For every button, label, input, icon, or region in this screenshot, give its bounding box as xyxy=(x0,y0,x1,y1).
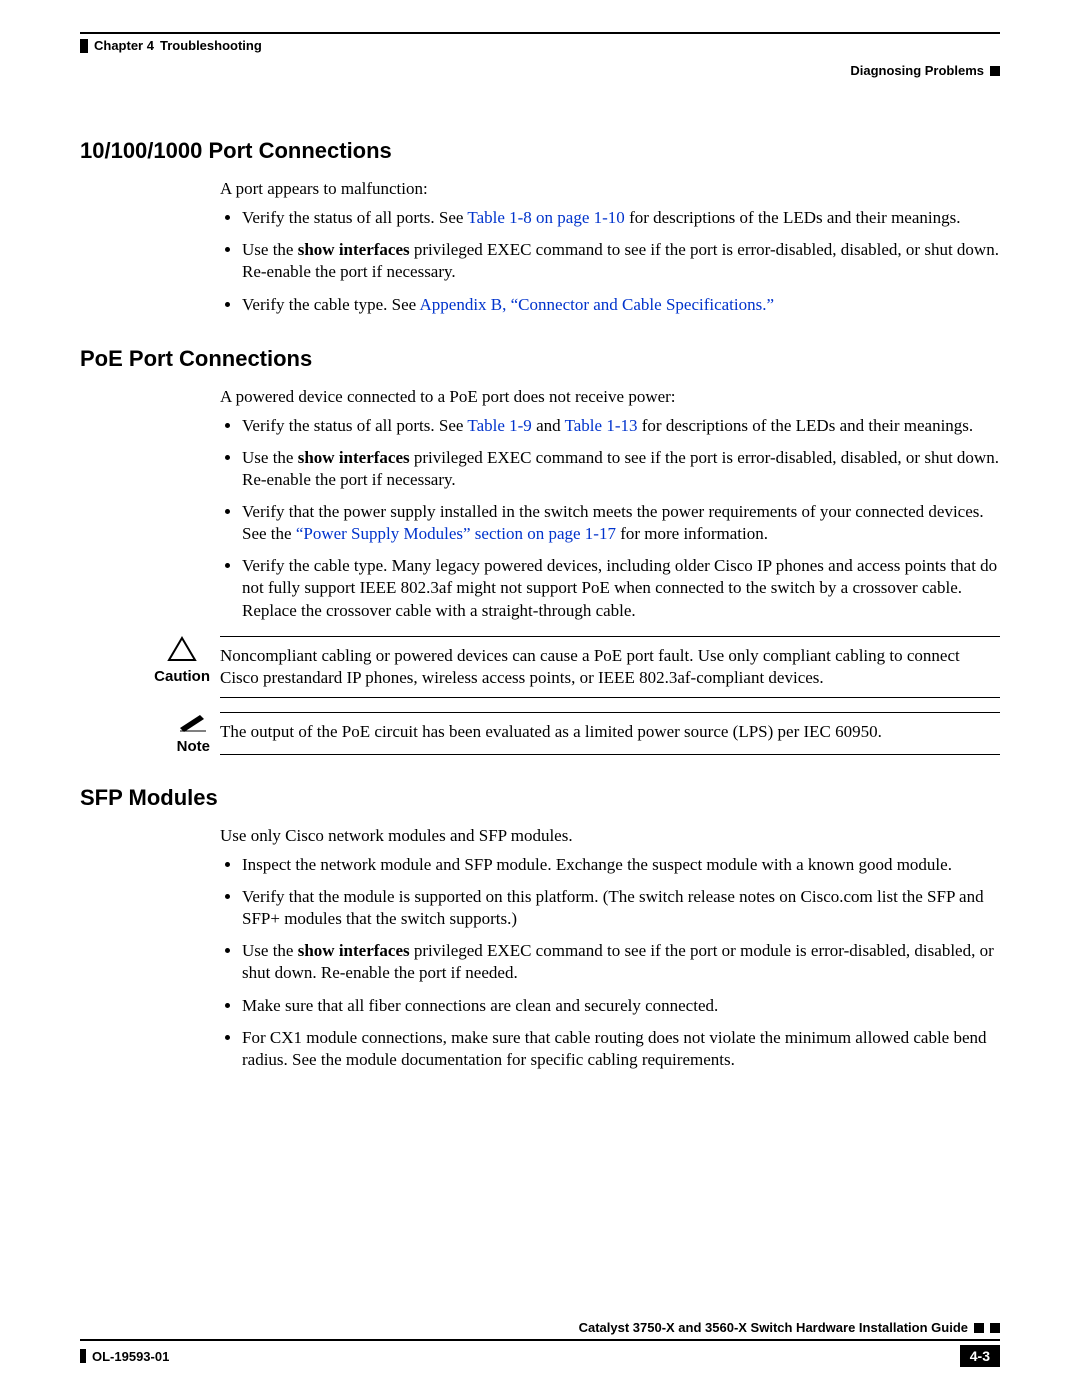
caution-callout: Caution Noncompliant cabling or powered … xyxy=(80,636,1000,698)
list-item: Verify the cable type. See Appendix B, “… xyxy=(242,294,1000,316)
page-footer: Catalyst 3750-X and 3560-X Switch Hardwa… xyxy=(80,1320,1000,1367)
caution-triangle-icon xyxy=(167,636,197,662)
caution-label-column: Caution xyxy=(80,636,220,698)
note-pencil-icon xyxy=(178,712,208,732)
footer-square-icon xyxy=(974,1323,984,1333)
caution-label: Caution xyxy=(154,668,210,685)
text: and xyxy=(532,416,565,435)
footer-square-icon xyxy=(990,1323,1000,1333)
header-left: Chapter 4 Troubleshooting xyxy=(80,38,262,53)
header-marker-icon xyxy=(80,39,88,53)
heading-poe-connections: PoE Port Connections xyxy=(80,346,1000,372)
note-label: Note xyxy=(177,738,210,755)
section-crumb: Diagnosing Problems xyxy=(850,63,984,78)
cross-ref-link[interactable]: Table 1-8 on page 1-10 xyxy=(467,208,624,227)
header-right: Diagnosing Problems xyxy=(80,63,1000,78)
guide-title: Catalyst 3750-X and 3560-X Switch Hardwa… xyxy=(579,1320,968,1335)
text: for more information. xyxy=(616,524,768,543)
page-header: Chapter 4 Troubleshooting xyxy=(80,32,1000,53)
s3-list: Inspect the network module and SFP modul… xyxy=(220,854,1000,1071)
heading-sfp-modules: SFP Modules xyxy=(80,785,1000,811)
caution-text: Noncompliant cabling or powered devices … xyxy=(220,636,1000,698)
document-page: Chapter 4 Troubleshooting Diagnosing Pro… xyxy=(0,0,1080,1397)
s3-intro: Use only Cisco network modules and SFP m… xyxy=(220,825,1000,846)
list-item: Use the show interfaces privileged EXEC … xyxy=(242,940,1000,984)
chapter-label: Chapter 4 xyxy=(94,38,154,53)
text: Verify the status of all ports. See xyxy=(242,208,467,227)
list-item: Verify the cable type. Many legacy power… xyxy=(242,555,1000,621)
command-text: show interfaces xyxy=(298,240,410,259)
chapter-title: Troubleshooting xyxy=(160,38,262,53)
heading-port-connections: 10/100/1000 Port Connections xyxy=(80,138,1000,164)
text: Use the xyxy=(242,240,298,259)
text: Verify the cable type. See xyxy=(242,295,420,314)
list-item: Use the show interfaces privileged EXEC … xyxy=(242,239,1000,283)
cross-ref-link[interactable]: “Power Supply Modules” section on page 1… xyxy=(296,524,616,543)
text: for descriptions of the LEDs and their m… xyxy=(638,416,974,435)
footer-bottom-row: OL-19593-01 4-3 xyxy=(80,1345,1000,1367)
s2-intro: A powered device connected to a PoE port… xyxy=(220,386,1000,407)
command-text: show interfaces xyxy=(298,941,410,960)
footer-doc-id: OL-19593-01 xyxy=(80,1349,169,1364)
s1-list: Verify the status of all ports. See Tabl… xyxy=(220,207,1000,315)
list-item: Verify the status of all ports. See Tabl… xyxy=(242,415,1000,437)
note-text: The output of the PoE circuit has been e… xyxy=(220,712,1000,755)
doc-id-text: OL-19593-01 xyxy=(92,1349,169,1364)
cross-ref-link[interactable]: Table 1-9 xyxy=(467,416,531,435)
command-text: show interfaces xyxy=(298,448,410,467)
list-item: Inspect the network module and SFP modul… xyxy=(242,854,1000,876)
page-number-badge: 4-3 xyxy=(960,1345,1000,1367)
s1-intro: A port appears to malfunction: xyxy=(220,178,1000,199)
list-item: For CX1 module connections, make sure th… xyxy=(242,1027,1000,1071)
list-item: Make sure that all fiber connections are… xyxy=(242,995,1000,1017)
text: Use the xyxy=(242,941,298,960)
list-item: Use the show interfaces privileged EXEC … xyxy=(242,447,1000,491)
text: for descriptions of the LEDs and their m… xyxy=(625,208,961,227)
list-item: Verify that the power supply installed i… xyxy=(242,501,1000,545)
note-label-column: Note xyxy=(80,712,220,755)
list-item: Verify the status of all ports. See Tabl… xyxy=(242,207,1000,229)
header-square-icon xyxy=(990,66,1000,76)
footer-top-row: Catalyst 3750-X and 3560-X Switch Hardwa… xyxy=(80,1320,1000,1341)
text: Verify the status of all ports. See xyxy=(242,416,467,435)
cross-ref-link[interactable]: Table 1-13 xyxy=(565,416,638,435)
note-callout: Note The output of the PoE circuit has b… xyxy=(80,712,1000,755)
footer-bar-icon xyxy=(80,1349,86,1363)
cross-ref-link[interactable]: Appendix B, “Connector and Cable Specifi… xyxy=(420,295,775,314)
list-item: Verify that the module is supported on t… xyxy=(242,886,1000,930)
s2-list: Verify the status of all ports. See Tabl… xyxy=(220,415,1000,622)
text: Use the xyxy=(242,448,298,467)
